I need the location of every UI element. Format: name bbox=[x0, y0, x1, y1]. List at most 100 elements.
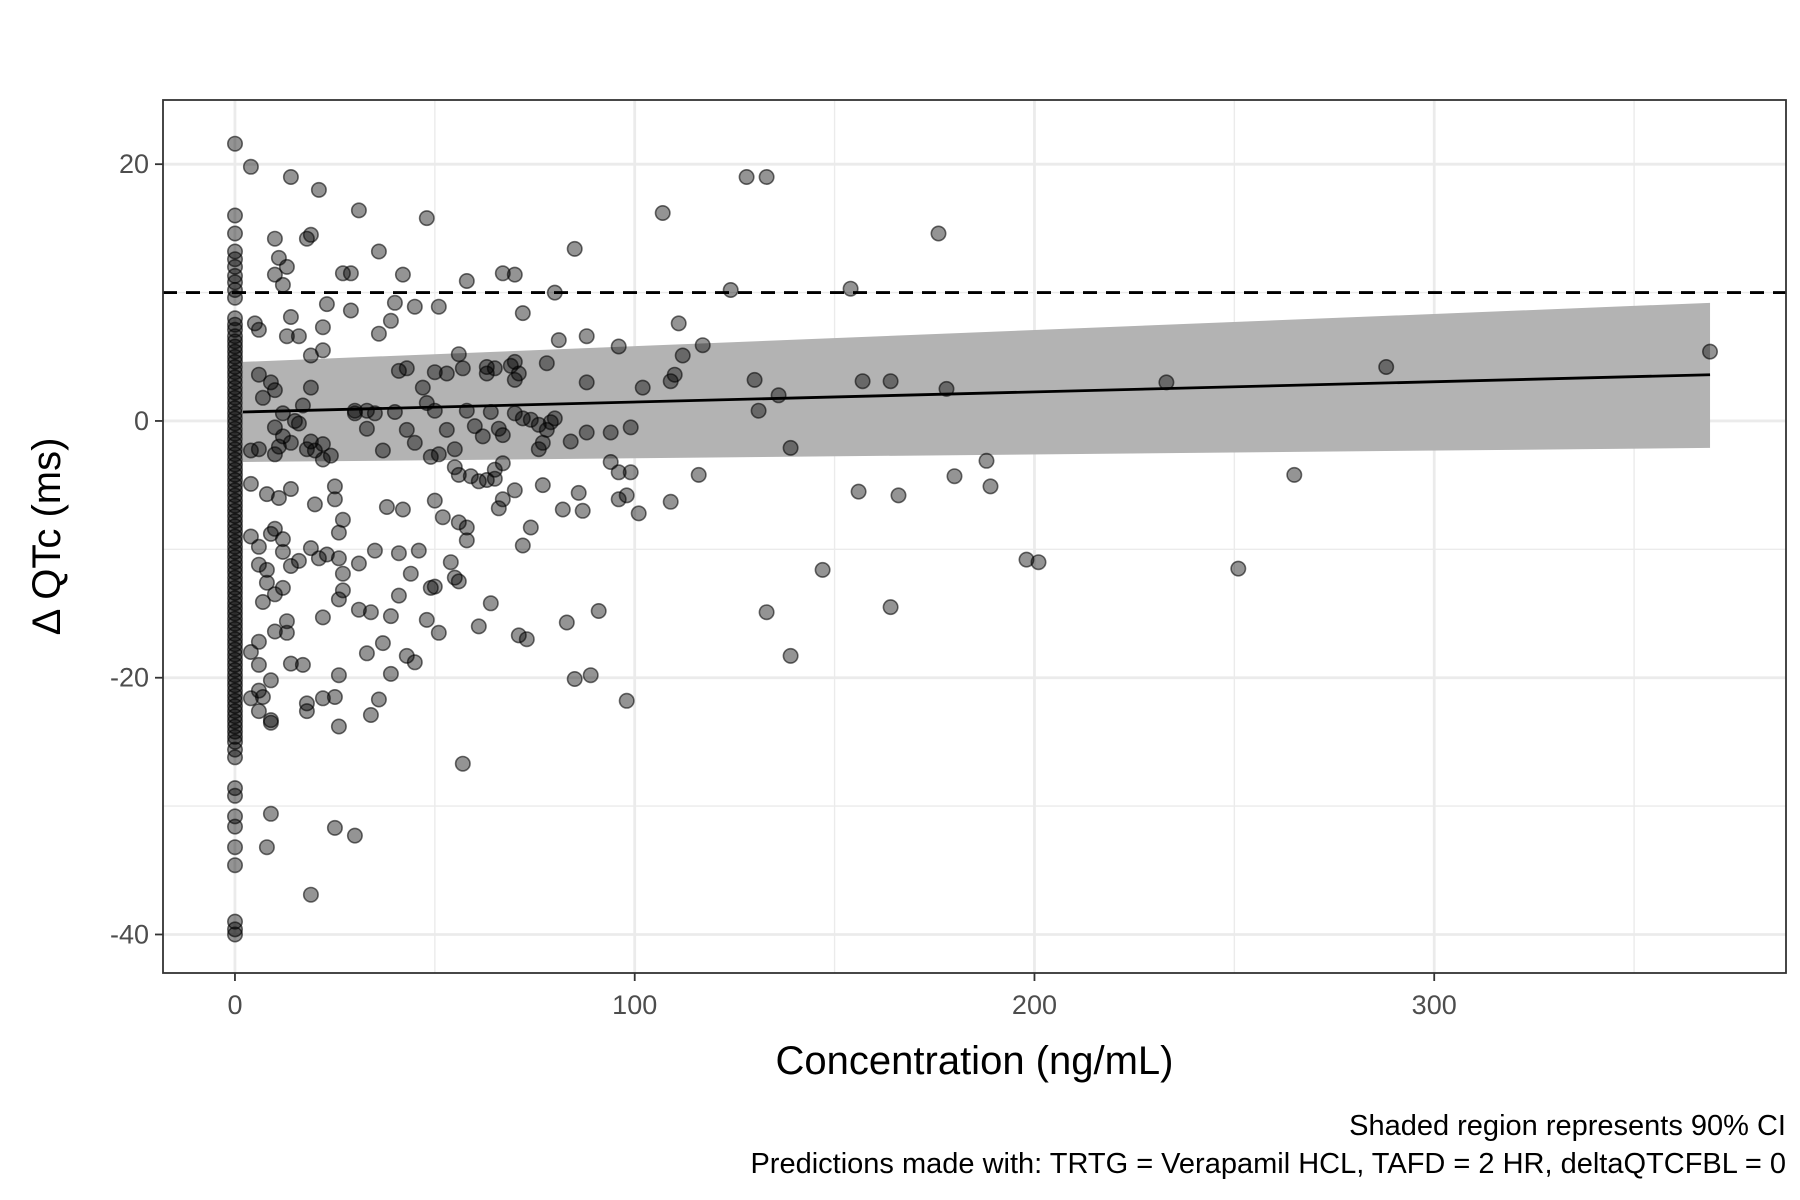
y-tick-label: -40 bbox=[110, 919, 149, 949]
data-point bbox=[270, 438, 287, 455]
data-point bbox=[562, 433, 579, 450]
data-point bbox=[227, 728, 244, 745]
data-point bbox=[446, 441, 463, 458]
data-point bbox=[618, 692, 635, 709]
data-point bbox=[454, 755, 471, 772]
data-point bbox=[770, 387, 787, 404]
data-point bbox=[254, 593, 271, 610]
data-point bbox=[254, 389, 271, 406]
data-point bbox=[358, 420, 375, 437]
data-point bbox=[250, 321, 267, 338]
data-point bbox=[366, 542, 383, 559]
data-point bbox=[434, 509, 451, 526]
data-point bbox=[302, 347, 319, 364]
data-point bbox=[522, 519, 539, 536]
data-point bbox=[482, 595, 499, 612]
reference-lines bbox=[163, 291, 1786, 414]
data-point bbox=[1286, 466, 1303, 483]
y-tick-label: 20 bbox=[119, 149, 149, 179]
data-point bbox=[450, 466, 467, 483]
x-axis-title: Concentration (ng/mL) bbox=[776, 1039, 1174, 1083]
data-point bbox=[634, 379, 651, 396]
data-point bbox=[426, 578, 443, 595]
data-point bbox=[618, 487, 635, 504]
data-point bbox=[282, 308, 299, 325]
data-point bbox=[250, 366, 267, 383]
data-point bbox=[290, 415, 307, 432]
data-point bbox=[746, 371, 763, 388]
data-point bbox=[298, 230, 315, 247]
data-point bbox=[514, 305, 531, 322]
data-point bbox=[578, 424, 595, 441]
data-point bbox=[258, 839, 275, 856]
data-point bbox=[382, 665, 399, 682]
data-point bbox=[227, 135, 244, 152]
data-point bbox=[346, 827, 363, 844]
data-point bbox=[450, 514, 467, 531]
data-point bbox=[227, 749, 244, 766]
data-point bbox=[694, 337, 711, 354]
data-point bbox=[522, 411, 539, 428]
data-point bbox=[314, 690, 331, 707]
data-point bbox=[458, 532, 475, 549]
data-point bbox=[394, 501, 411, 518]
data-point bbox=[362, 706, 379, 723]
y-tick-label: -20 bbox=[110, 663, 149, 693]
data-point bbox=[446, 459, 463, 476]
data-point bbox=[314, 319, 331, 336]
data-point bbox=[410, 542, 427, 559]
data-point bbox=[1030, 554, 1047, 571]
data-point bbox=[662, 373, 679, 390]
data-point bbox=[250, 538, 267, 555]
data-point bbox=[690, 466, 707, 483]
data-point bbox=[530, 416, 547, 433]
data-point bbox=[282, 557, 299, 574]
data-point bbox=[450, 573, 467, 590]
data-point bbox=[278, 328, 295, 345]
data-point bbox=[674, 347, 691, 364]
data-point bbox=[262, 805, 279, 822]
data-point bbox=[322, 447, 339, 464]
panel-background bbox=[163, 100, 1786, 973]
y-axis-title: Δ QTc (ms) bbox=[25, 438, 69, 636]
data-point bbox=[350, 202, 367, 219]
data-point bbox=[386, 294, 403, 311]
data-point bbox=[1378, 358, 1395, 375]
data-point bbox=[406, 654, 423, 671]
data-point bbox=[982, 478, 999, 495]
data-point bbox=[574, 502, 591, 519]
data-point bbox=[350, 601, 367, 618]
confidence-band bbox=[242, 302, 1711, 463]
data-point bbox=[274, 276, 291, 293]
data-point bbox=[274, 531, 291, 548]
data-point bbox=[782, 439, 799, 456]
data-point bbox=[294, 656, 311, 673]
data-point bbox=[554, 501, 571, 518]
data-point bbox=[227, 921, 244, 938]
data-point bbox=[782, 647, 799, 664]
data-point bbox=[290, 552, 307, 569]
data-point bbox=[1230, 560, 1247, 577]
data-point bbox=[266, 520, 283, 537]
data-point bbox=[310, 550, 327, 567]
data-point bbox=[358, 645, 375, 662]
data-point bbox=[494, 427, 511, 444]
x-axis: 0 100 200 300 bbox=[227, 973, 1457, 1020]
data-point bbox=[370, 691, 387, 708]
data-point bbox=[506, 266, 523, 283]
data-point bbox=[610, 491, 627, 508]
data-point bbox=[602, 453, 619, 470]
data-point bbox=[342, 265, 359, 282]
data-point bbox=[430, 298, 447, 315]
data-point bbox=[438, 421, 455, 438]
y-tick-label: 0 bbox=[134, 406, 149, 436]
data-point bbox=[630, 505, 647, 522]
data-point bbox=[290, 328, 307, 345]
data-point bbox=[262, 374, 279, 391]
data-point bbox=[426, 364, 443, 381]
data-point bbox=[566, 240, 583, 257]
data-point bbox=[258, 561, 275, 578]
data-point bbox=[930, 225, 947, 242]
data-point bbox=[458, 519, 475, 536]
